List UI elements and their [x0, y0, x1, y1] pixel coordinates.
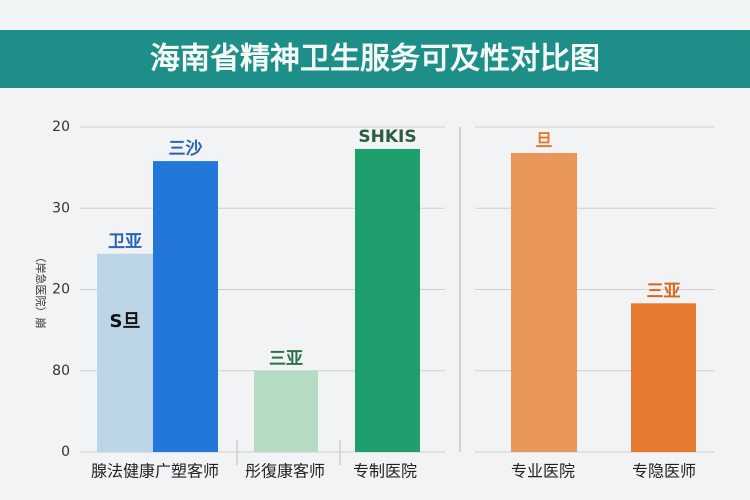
chart-title: 海南省精神卫生服务可及性对比图 — [150, 42, 600, 77]
value-label: 旦 — [536, 131, 553, 151]
bar — [511, 153, 577, 452]
bar-annotation: S旦 — [110, 311, 141, 332]
bar — [355, 148, 420, 452]
x-tick-label: 专制医院 — [353, 462, 417, 481]
value-label: SHKIS — [358, 127, 416, 147]
y-tick-label: 20 — [52, 282, 70, 298]
value-label: 三沙 — [169, 139, 203, 159]
value-label: 三亚 — [269, 349, 303, 369]
x-tick-label: 腺法健康广塑客师 — [91, 462, 219, 481]
bar — [97, 253, 153, 452]
title-banner — [0, 30, 750, 88]
bar — [153, 161, 218, 452]
bar — [631, 303, 696, 452]
value-label: 卫亚 — [108, 232, 142, 252]
x-tick-label: 专业医院 — [511, 462, 575, 481]
value-label: 三亚 — [647, 281, 681, 301]
x-tick-label: 彤復康客师 — [245, 462, 325, 481]
y-axis-label: （岸急医院）崩 — [34, 252, 48, 329]
y-tick-label: 80 — [52, 363, 70, 379]
x-tick-label: 专隐医师 — [632, 462, 696, 481]
bar — [254, 370, 318, 452]
y-tick-label: 20 — [52, 119, 70, 135]
y-tick-label: 0 — [61, 444, 70, 460]
y-tick-label: 30 — [52, 200, 70, 216]
